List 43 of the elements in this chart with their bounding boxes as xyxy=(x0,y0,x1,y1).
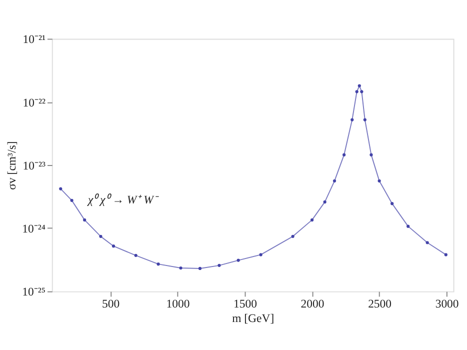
point xyxy=(363,118,366,122)
y-tick-label: 10⁻²² xyxy=(22,96,46,110)
series-label: χ⁰ χ⁰ → W⁺ W⁻ xyxy=(87,193,160,206)
point xyxy=(259,253,262,256)
point xyxy=(218,264,221,267)
point xyxy=(310,218,314,222)
y-tick-label: 10⁻²⁵ xyxy=(22,286,46,299)
point xyxy=(291,234,294,238)
point xyxy=(390,202,394,206)
point xyxy=(99,234,102,238)
point xyxy=(355,90,358,94)
point xyxy=(378,179,381,182)
point xyxy=(342,153,346,156)
point xyxy=(236,258,240,262)
x-tick-label: 2500 xyxy=(368,297,392,310)
line-series xyxy=(59,84,448,270)
x-tick-label: 3000 xyxy=(435,297,459,310)
y-axis-title: σv [cm³/s] xyxy=(5,141,18,190)
x-tick-label: 2000 xyxy=(300,297,324,310)
x-tick-label: 1000 xyxy=(166,297,190,310)
point xyxy=(426,241,429,244)
point xyxy=(112,244,116,248)
y-tick-label: 10⁻²⁴ xyxy=(22,222,46,236)
point xyxy=(332,179,336,182)
point xyxy=(198,266,202,270)
y-tick-label: 10⁻²¹ xyxy=(22,33,46,46)
x-axis-title: m [GeV] xyxy=(232,312,274,326)
point xyxy=(134,254,138,257)
point xyxy=(406,224,410,228)
point xyxy=(70,198,74,202)
point xyxy=(370,153,373,156)
point xyxy=(323,200,326,204)
y-tick-label: 10⁻²³ xyxy=(22,159,46,172)
point xyxy=(59,187,62,190)
x-tick-label: 1500 xyxy=(234,297,258,310)
point xyxy=(83,218,86,222)
x-tick-label: 500 xyxy=(102,297,120,310)
point xyxy=(358,84,361,88)
point xyxy=(156,262,160,266)
point xyxy=(350,118,354,122)
point xyxy=(360,90,364,94)
point xyxy=(444,253,448,256)
point xyxy=(179,266,182,270)
